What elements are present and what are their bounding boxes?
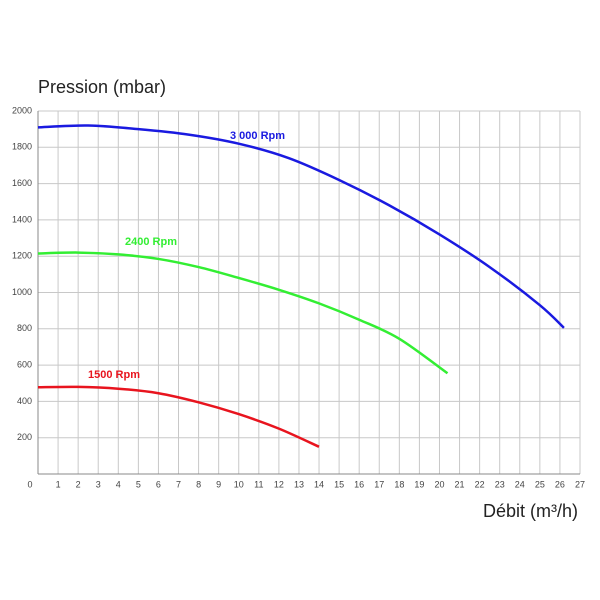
x-tick-label: 21 xyxy=(455,479,465,489)
y-tick-label: 1200 xyxy=(12,251,32,261)
series-label: 1500 Rpm xyxy=(88,369,140,381)
x-tick-label: 8 xyxy=(196,479,201,489)
x-tick-label: 3 xyxy=(96,479,101,489)
x-tick-label: 15 xyxy=(334,479,344,489)
y-tick-label: 800 xyxy=(17,323,32,333)
x-tick-label: 12 xyxy=(274,479,284,489)
x-tick-label: 22 xyxy=(475,479,485,489)
x-tick-label: 17 xyxy=(374,479,384,489)
x-tick-label: 0 xyxy=(27,479,32,489)
x-tick-label: 23 xyxy=(495,479,505,489)
y-tick-label: 1000 xyxy=(12,287,32,297)
x-tick-label: 14 xyxy=(314,479,324,489)
series-label: 3 000 Rpm xyxy=(230,130,285,142)
y-tick-label: 1600 xyxy=(12,178,32,188)
curve xyxy=(37,251,449,375)
x-tick-label: 24 xyxy=(515,479,525,489)
curve xyxy=(37,124,565,329)
x-tick-label: 10 xyxy=(234,479,244,489)
x-tick-label: 6 xyxy=(156,479,161,489)
y-tick-label: 400 xyxy=(17,396,32,406)
x-tick-label: 2 xyxy=(76,479,81,489)
y-tick-label: 200 xyxy=(17,432,32,442)
x-tick-label: 5 xyxy=(136,479,141,489)
x-tick-label: 13 xyxy=(294,479,304,489)
x-tick-label: 18 xyxy=(394,479,404,489)
curve xyxy=(37,385,320,448)
y-tick-label: 2000 xyxy=(12,105,32,115)
y-axis-title: Pression (mbar) xyxy=(38,77,166,97)
x-axis-title: Débit (m³/h) xyxy=(483,501,578,521)
x-tick-label: 20 xyxy=(434,479,444,489)
x-tick-label: 11 xyxy=(254,479,263,489)
x-tick-label: 7 xyxy=(176,479,181,489)
y-tick-label: 1800 xyxy=(12,142,32,152)
y-tick-label: 600 xyxy=(17,359,32,369)
y-tick-label: 1400 xyxy=(12,214,32,224)
x-tick-label: 25 xyxy=(535,479,545,489)
series-label: 2400 Rpm xyxy=(125,236,177,248)
x-tick-label: 19 xyxy=(414,479,424,489)
x-tick-label: 4 xyxy=(116,479,121,489)
x-tick-label: 1 xyxy=(56,479,61,489)
x-tick-label: 26 xyxy=(555,479,565,489)
x-tick-label: 16 xyxy=(354,479,364,489)
x-tick-label: 27 xyxy=(575,479,585,489)
x-tick-label: 9 xyxy=(216,479,221,489)
